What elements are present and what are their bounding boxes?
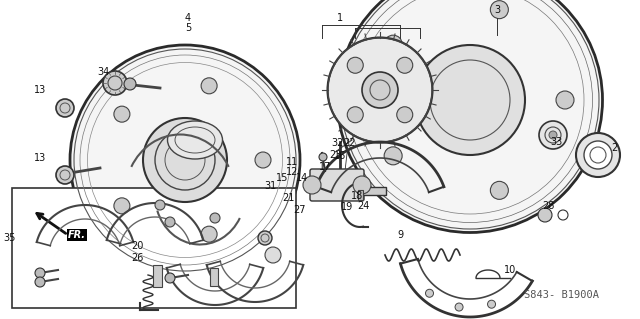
FancyBboxPatch shape: [310, 169, 364, 201]
Text: 3: 3: [494, 5, 500, 15]
Text: 28: 28: [542, 201, 554, 211]
Circle shape: [348, 107, 364, 123]
Circle shape: [124, 78, 136, 90]
Text: 19: 19: [341, 202, 353, 212]
Circle shape: [56, 99, 74, 117]
Text: 27: 27: [294, 205, 307, 215]
Circle shape: [165, 217, 175, 227]
Circle shape: [335, 180, 345, 190]
Circle shape: [490, 181, 508, 199]
Bar: [153, 265, 162, 287]
Circle shape: [35, 277, 45, 287]
Text: 35: 35: [4, 233, 16, 243]
Text: 23: 23: [329, 150, 341, 160]
Circle shape: [539, 121, 567, 149]
Circle shape: [415, 45, 525, 155]
Circle shape: [384, 147, 402, 165]
Text: 2: 2: [611, 143, 617, 153]
Ellipse shape: [337, 0, 602, 233]
Circle shape: [353, 176, 371, 194]
Circle shape: [319, 153, 327, 161]
Circle shape: [265, 247, 281, 263]
Circle shape: [397, 57, 413, 73]
Circle shape: [455, 303, 463, 311]
Text: 32: 32: [332, 138, 344, 148]
Circle shape: [255, 152, 271, 168]
Circle shape: [549, 131, 557, 139]
Circle shape: [576, 133, 620, 177]
Circle shape: [210, 213, 220, 223]
Text: 14: 14: [296, 173, 308, 183]
Bar: [12, 188, 296, 308]
Circle shape: [165, 273, 175, 283]
Circle shape: [303, 176, 321, 194]
Text: 13: 13: [34, 153, 46, 163]
Text: FR.: FR.: [68, 230, 86, 240]
Text: 10: 10: [504, 265, 516, 275]
Circle shape: [114, 198, 130, 214]
Text: 34: 34: [97, 67, 109, 77]
Circle shape: [397, 107, 413, 123]
Circle shape: [426, 289, 433, 297]
Circle shape: [348, 57, 364, 73]
Text: 11: 11: [286, 157, 298, 167]
Text: 20: 20: [131, 241, 143, 251]
Text: S843- B1900A: S843- B1900A: [525, 290, 600, 300]
Circle shape: [488, 300, 495, 308]
Bar: [358, 187, 386, 195]
Circle shape: [56, 166, 74, 184]
Ellipse shape: [168, 121, 223, 159]
Text: 17: 17: [319, 162, 331, 172]
Bar: [358, 190, 363, 200]
Circle shape: [538, 208, 552, 222]
Text: FR.: FR.: [68, 230, 86, 240]
Circle shape: [556, 91, 574, 109]
Circle shape: [35, 268, 45, 278]
Text: 4: 4: [185, 13, 191, 23]
Text: 1: 1: [337, 13, 343, 23]
Circle shape: [258, 231, 272, 245]
Circle shape: [384, 35, 402, 53]
Circle shape: [155, 200, 165, 210]
Circle shape: [584, 141, 612, 169]
Text: 16: 16: [334, 151, 346, 161]
Text: 22: 22: [343, 138, 355, 148]
Circle shape: [114, 106, 130, 122]
Text: 21: 21: [282, 193, 294, 203]
Text: 26: 26: [131, 253, 143, 263]
Circle shape: [362, 72, 398, 108]
Circle shape: [490, 1, 508, 19]
Ellipse shape: [328, 38, 433, 143]
Ellipse shape: [70, 45, 300, 275]
Text: 5: 5: [185, 23, 191, 33]
Circle shape: [143, 118, 227, 202]
Text: 9: 9: [397, 230, 403, 240]
Circle shape: [201, 78, 217, 94]
Text: 12: 12: [286, 167, 298, 177]
Circle shape: [201, 226, 217, 242]
Text: 15: 15: [276, 173, 288, 183]
Circle shape: [103, 71, 127, 95]
Bar: [210, 268, 218, 286]
Text: 24: 24: [357, 201, 369, 211]
Text: 13: 13: [34, 85, 46, 95]
Text: 33: 33: [550, 137, 562, 147]
Text: 31: 31: [264, 181, 276, 191]
Text: 18: 18: [351, 191, 363, 201]
